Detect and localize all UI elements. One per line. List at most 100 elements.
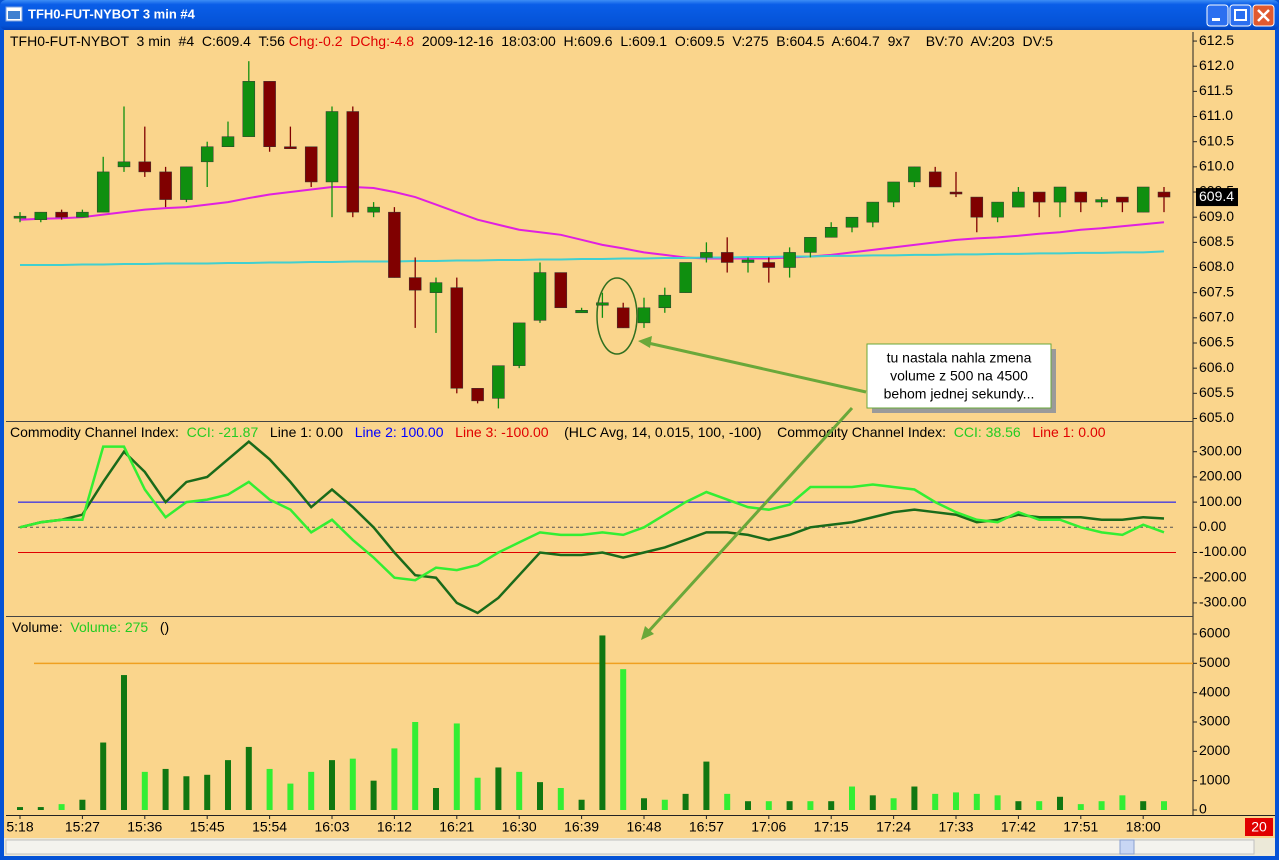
candle-body bbox=[991, 201, 1004, 218]
candle-body bbox=[887, 181, 900, 203]
volume-bar bbox=[557, 787, 564, 810]
legend-item: Volume: 275 bbox=[70, 619, 148, 635]
y-tick-label: 6000 bbox=[1199, 625, 1230, 641]
candle-body bbox=[845, 216, 859, 228]
candle-body bbox=[263, 81, 276, 147]
volume-bar bbox=[745, 801, 751, 810]
candle-body bbox=[34, 211, 48, 220]
volume-bar bbox=[329, 760, 335, 810]
volume-bar bbox=[724, 793, 731, 810]
plot-area: TFH0-FUT-NYBOT 3 min #4 C:609.4 T:56 Chg… bbox=[10, 33, 1193, 810]
legend-item: DChg:-4.8 bbox=[350, 33, 414, 49]
scrollbar-track[interactable] bbox=[5, 839, 1255, 855]
x-tick-label: 17:15 bbox=[814, 819, 849, 835]
legend-item: 2009-12-16 18:03:00 H:609.6 L:609.1 O:60… bbox=[414, 33, 1053, 49]
volume-bar bbox=[245, 746, 252, 810]
volume-bar bbox=[994, 795, 1001, 810]
annotation-box bbox=[866, 343, 1052, 409]
candle-body bbox=[1116, 196, 1129, 203]
y-tick-label: 1000 bbox=[1199, 771, 1230, 787]
legend-item: Volume: bbox=[12, 619, 70, 635]
volume-bar bbox=[911, 786, 918, 810]
y-tick-label: 3000 bbox=[1199, 713, 1230, 729]
volume-bar bbox=[412, 721, 419, 810]
maximize-button[interactable] bbox=[1229, 4, 1252, 27]
candle-body bbox=[1032, 191, 1046, 203]
volume-bar bbox=[849, 786, 855, 810]
candle-body bbox=[1074, 191, 1088, 203]
minimize-button[interactable] bbox=[1206, 4, 1229, 27]
x-tick-label: 15:36 bbox=[127, 819, 162, 835]
x-tick-label: 18:00 bbox=[1126, 819, 1161, 835]
y-tick-label: 605.0 bbox=[1199, 409, 1234, 425]
volume-bar bbox=[869, 795, 876, 810]
cci-line bbox=[19, 440, 1165, 615]
volume-bar bbox=[1119, 795, 1126, 810]
candle-body bbox=[1136, 186, 1150, 213]
candle-body bbox=[200, 146, 214, 163]
volume-bar bbox=[141, 771, 148, 810]
candle-body bbox=[824, 227, 838, 238]
candle-body bbox=[783, 252, 796, 268]
y-tick-label: 607.0 bbox=[1199, 309, 1234, 325]
last-price-box bbox=[1196, 188, 1238, 207]
candle-body bbox=[762, 262, 776, 268]
y-tick-label: 300.00 bbox=[1199, 442, 1242, 458]
candle-body bbox=[575, 310, 588, 314]
candle-body bbox=[1012, 191, 1025, 208]
legend-item: TFH0-FUT-NYBOT 3 min #4 C:609.4 T:56 bbox=[10, 33, 289, 49]
volume-bar bbox=[1057, 796, 1063, 810]
candle-body bbox=[346, 111, 360, 213]
y-tick-label: 0 bbox=[1199, 801, 1207, 817]
annotation-line: volume z 500 na 4500 bbox=[890, 368, 1028, 384]
volume-bar bbox=[786, 801, 793, 810]
candle-body bbox=[492, 365, 505, 399]
candle-body bbox=[804, 237, 817, 253]
highlight-ellipse bbox=[596, 277, 638, 355]
candle-body bbox=[1053, 186, 1067, 203]
candle-body bbox=[367, 206, 380, 213]
volume-bar bbox=[953, 792, 959, 810]
candle-body bbox=[970, 196, 984, 218]
x-tick-label: 5:18 bbox=[6, 819, 33, 835]
volume-bar bbox=[100, 742, 107, 810]
volume-bar bbox=[79, 799, 86, 810]
volume-bar bbox=[537, 782, 543, 810]
volume-bar bbox=[162, 768, 169, 810]
scrollbar-thumb[interactable] bbox=[1119, 839, 1135, 855]
candle-body bbox=[284, 146, 297, 149]
volume-bar bbox=[641, 798, 647, 810]
volume-bar bbox=[391, 748, 398, 810]
volume-bar bbox=[1015, 801, 1022, 810]
annotation-arrow bbox=[647, 341, 867, 394]
volume-bar bbox=[433, 787, 439, 810]
volume-bar bbox=[973, 793, 980, 810]
volume-bar bbox=[1036, 801, 1043, 810]
volume-bar bbox=[266, 768, 273, 810]
y-tick-label: 610.5 bbox=[1199, 132, 1234, 148]
last-price-label: 609.4 bbox=[1199, 188, 1234, 204]
y-tick-label: 0.00 bbox=[1199, 518, 1226, 534]
candle-body bbox=[1157, 191, 1171, 198]
volume-bar bbox=[682, 793, 689, 810]
legend-item: (HLC Avg, 14, 0.015, 100, -100) Commodit… bbox=[549, 424, 954, 440]
volume-bar bbox=[37, 807, 44, 810]
volume-bar bbox=[225, 760, 231, 810]
annotation-line: behom jednej sekundy... bbox=[884, 386, 1035, 402]
x-tick-label: 16:48 bbox=[626, 819, 661, 835]
legend-item: () bbox=[148, 619, 169, 635]
y-tick-label: 611.0 bbox=[1199, 107, 1233, 123]
candle-body bbox=[658, 294, 672, 309]
volume-bar bbox=[703, 761, 710, 810]
window-title: TFH0-FUT-NYBOT 3 min #4 bbox=[28, 6, 196, 21]
y-tick-label: -200.00 bbox=[1199, 568, 1247, 584]
y-tick-label: 606.5 bbox=[1199, 334, 1234, 350]
volume-bar bbox=[183, 776, 190, 810]
legend-item: Line 3: -100.00 bbox=[455, 424, 549, 440]
y-tick-label: 607.5 bbox=[1199, 283, 1234, 299]
moving-average bbox=[19, 185, 1165, 260]
x-tick-label: 16:21 bbox=[439, 819, 474, 835]
y-tick-label: -100.00 bbox=[1199, 543, 1247, 559]
candle-body bbox=[512, 322, 526, 366]
candle-body bbox=[928, 171, 942, 188]
